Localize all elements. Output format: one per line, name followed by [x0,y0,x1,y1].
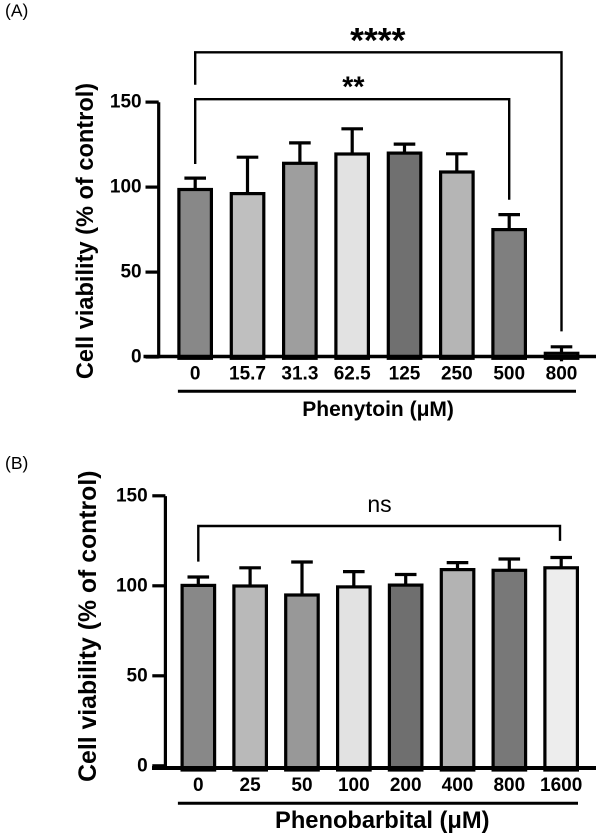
svg-text:500: 500 [493,364,525,385]
svg-text:0: 0 [137,755,148,776]
svg-text:150: 150 [116,485,148,506]
svg-text:1600: 1600 [540,775,582,796]
svg-text:0: 0 [131,347,142,368]
svg-text:100: 100 [338,775,370,796]
svg-text:250: 250 [441,364,473,385]
svg-text:50: 50 [291,775,312,796]
svg-text:200: 200 [390,775,422,796]
svg-text:100: 100 [110,177,142,198]
svg-text:**: ** [342,72,365,104]
svg-text:25: 25 [240,775,262,796]
svg-text:31.3: 31.3 [281,364,318,385]
svg-text:50: 50 [120,262,141,283]
svg-text:100: 100 [116,575,148,596]
svg-text:0: 0 [193,775,204,796]
svg-text:800: 800 [546,364,578,385]
svg-text:Phenytoin (μM): Phenytoin (μM) [302,398,454,421]
svg-text:Cell viability (% of control): Cell viability (% of control) [73,83,99,379]
svg-text:62.5: 62.5 [334,364,371,385]
svg-text:Cell viability (% of control): Cell viability (% of control) [75,471,102,782]
svg-text:0: 0 [190,364,201,385]
svg-text:800: 800 [493,775,525,796]
svg-text:50: 50 [127,665,148,686]
svg-text:400: 400 [442,775,474,796]
svg-text:125: 125 [389,364,421,385]
svg-text:(B): (B) [5,453,28,473]
svg-text:(A): (A) [5,0,28,20]
svg-text:ns: ns [367,491,391,517]
svg-text:150: 150 [110,92,142,113]
svg-text:Phenobarbital (μM): Phenobarbital (μM) [275,808,490,834]
svg-text:****: **** [350,21,405,61]
svg-text:15.7: 15.7 [229,364,266,385]
